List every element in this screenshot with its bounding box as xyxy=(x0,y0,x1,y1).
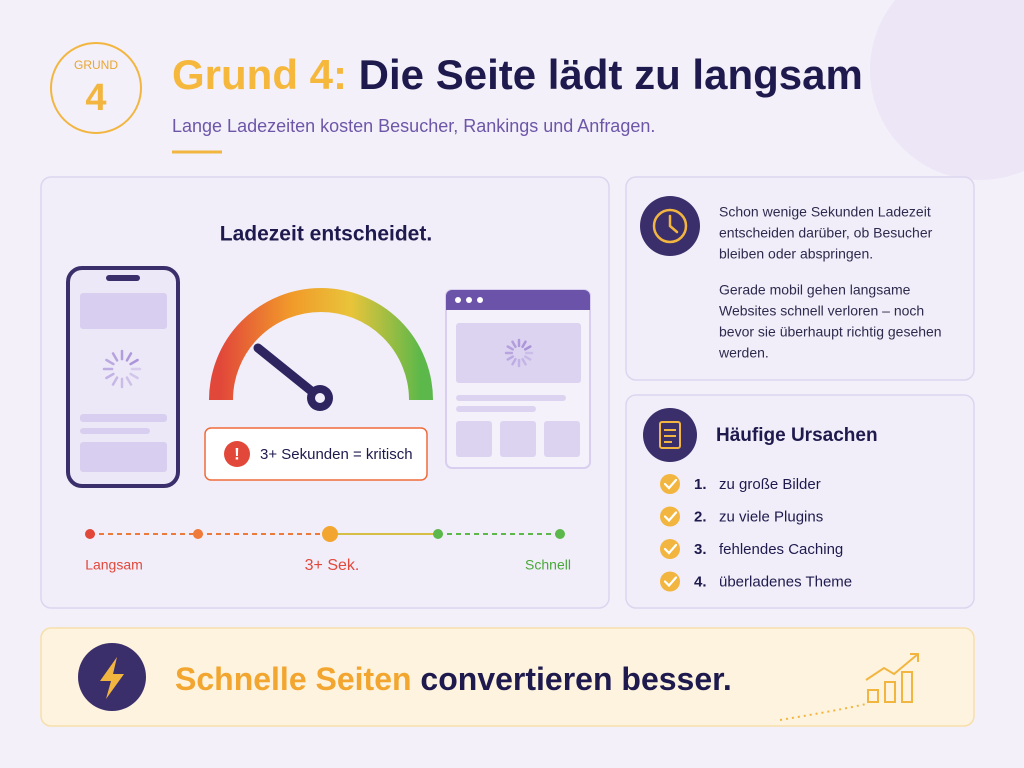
clock-hands xyxy=(668,214,679,234)
info-line: Gerade mobil gehen langsame xyxy=(719,282,911,298)
check-icon xyxy=(660,474,680,494)
warning-box xyxy=(204,427,428,481)
check-mark xyxy=(663,478,678,490)
browser-dot xyxy=(455,297,461,303)
title: Grund 4: Die Seite lädt zu langsam xyxy=(172,51,863,98)
gauge-arc xyxy=(209,288,433,401)
spinner-tick xyxy=(506,345,515,351)
check-icon xyxy=(660,539,680,559)
spinner-tick xyxy=(511,357,517,366)
warning-text: 3+ Sekunden = kritisch xyxy=(260,446,413,463)
scale-label: 3+ Sek. xyxy=(305,557,360,574)
browser-tile xyxy=(544,421,580,457)
info-line: entscheiden darüber, ob Besucher xyxy=(719,225,933,241)
banner-text: Schnelle Seiten convertieren besser. xyxy=(175,661,732,697)
spinner-tick xyxy=(521,357,527,366)
badge xyxy=(50,42,142,134)
info-line: werden. xyxy=(718,345,769,361)
causes-title: Häufige Ursachen xyxy=(716,425,878,446)
phone-block xyxy=(80,293,167,329)
spinner-tick xyxy=(521,340,527,349)
scale-label: Schnell xyxy=(525,557,571,573)
check-icon xyxy=(660,571,680,592)
cause-number: 1. xyxy=(694,476,707,493)
cause-number: 2. xyxy=(694,508,707,525)
spinner-tick xyxy=(111,376,119,386)
banner-rest: convertieren besser. xyxy=(420,661,731,697)
scale-dot xyxy=(193,529,203,539)
spinner-tick xyxy=(129,358,139,366)
phone-line xyxy=(80,428,150,434)
spinner-tick xyxy=(129,372,139,380)
info-panel xyxy=(625,176,975,381)
phone-block xyxy=(80,442,167,472)
speed-heading: Ladezeit entscheidet. xyxy=(220,223,432,246)
warning-icon-mark: ! xyxy=(234,444,240,463)
check-mark xyxy=(663,511,678,523)
cause-text: fehlendes Caching xyxy=(719,541,843,558)
browser-tile xyxy=(500,421,536,457)
scale-label: Langsam xyxy=(85,557,143,573)
banner-highlight: Schnelle Seiten xyxy=(175,661,412,697)
check-mark xyxy=(663,576,678,588)
clipboard-shape xyxy=(659,421,681,449)
spinner-tick xyxy=(523,345,532,351)
spinner-tick xyxy=(105,372,115,380)
clipboard-lines xyxy=(664,429,676,443)
spinner-tick xyxy=(105,358,115,366)
warning-icon xyxy=(224,441,250,467)
check-mark xyxy=(663,543,678,555)
gauge-hub-center xyxy=(315,393,325,403)
causes-list: 1. zu große Bilder 2. zu viele Plugins 3. feh… xyxy=(660,474,852,592)
scale-dot xyxy=(433,529,443,539)
info-line: bleiben oder abspringen. xyxy=(719,246,873,262)
info-text: Schon wenige Sekunden Ladezeit entscheide… xyxy=(718,204,942,361)
spinner-tick xyxy=(523,355,532,361)
browser-line xyxy=(456,406,536,412)
browser-block xyxy=(456,323,581,383)
scale-dot xyxy=(322,526,338,542)
cause-text: überladenes Theme xyxy=(719,573,852,590)
cause-number: 4. xyxy=(694,573,707,590)
cause-text: zu viele Plugins xyxy=(719,508,823,525)
info-line: Websites schnell verloren – noch xyxy=(719,303,924,319)
banner xyxy=(40,627,975,727)
cause-text: zu große Bilder xyxy=(719,476,821,493)
scale-dot xyxy=(85,529,95,539)
subtitle: Lange Ladezeiten kosten Besucher, Rankin… xyxy=(172,116,655,136)
scale-dot xyxy=(555,529,565,539)
badge-number: 4 xyxy=(85,77,106,119)
cause-number: 3. xyxy=(694,541,707,558)
browser-tile xyxy=(456,421,492,457)
growth-icon xyxy=(779,653,919,721)
phone-notch xyxy=(106,275,140,281)
browser-dot xyxy=(466,297,472,303)
info-line: Schon wenige Sekunden Ladezeit xyxy=(719,204,931,220)
browser-bar xyxy=(446,290,590,310)
info-line: bevor sie überhaupt richtig gesehen xyxy=(719,324,942,340)
phone-line xyxy=(80,414,167,422)
spinner-tick xyxy=(506,355,515,361)
spinner-tick xyxy=(125,376,133,386)
badge-label: GRUND xyxy=(74,58,118,72)
gauge-needle xyxy=(253,343,325,403)
browser-dot xyxy=(477,297,483,303)
spinner-tick xyxy=(125,352,133,362)
spinner-tick xyxy=(111,352,119,362)
title-highlight: Grund 4: xyxy=(172,51,347,98)
bolt xyxy=(100,657,124,699)
browser-line xyxy=(456,395,566,401)
decor-circle xyxy=(870,0,1024,180)
clock-face xyxy=(652,208,688,244)
causes-panel xyxy=(625,394,975,609)
spinner-tick xyxy=(511,340,517,349)
title-rest: Die Seite lädt zu langsam xyxy=(359,51,863,98)
check-icon xyxy=(660,506,680,527)
